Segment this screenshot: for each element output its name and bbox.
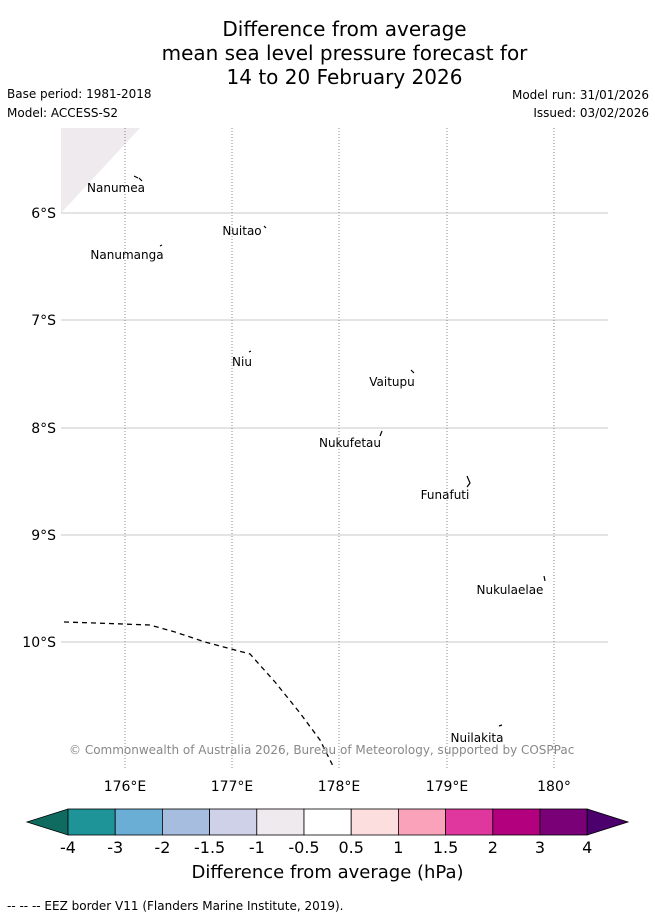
- title-line-3: 14 to 20 February 2026: [226, 65, 463, 89]
- colorbar-segment-5: [256, 808, 305, 836]
- colorbar-segment-8: [397, 808, 446, 836]
- island-shapes: [133, 175, 546, 727]
- island-nukulaelae: [543, 575, 546, 582]
- island-nukufetau: [379, 430, 383, 437]
- colorbar-segment-3: [161, 808, 210, 836]
- island-funafuti: [466, 475, 471, 488]
- colorbar-segment-6: [303, 808, 352, 836]
- lat-label-8s: 8°S: [31, 421, 56, 437]
- colorbar-tick: -3: [107, 838, 124, 857]
- place-label-nukufetau: Nukufetau: [319, 436, 381, 450]
- colorbar-segment-10: [492, 808, 541, 836]
- colorbar: [25, 808, 630, 836]
- place-label-funafuti: Funafuti: [421, 488, 470, 502]
- colorbar-segment-11: [539, 808, 588, 836]
- anomaly-region: [61, 128, 140, 213]
- place-label-niu: Niu: [232, 355, 252, 369]
- place-label-nuilakita: Nuilakita: [451, 731, 504, 745]
- lat-label-7s: 7°S: [31, 313, 56, 329]
- place-label-nukulaelae: Nukulaelae: [477, 583, 544, 597]
- place-label-nanumanga: Nanumanga: [90, 248, 163, 262]
- model-run: Model run: 31/01/2026: [511, 88, 649, 102]
- colorbar-label: Difference from average (hPa): [191, 862, 464, 883]
- title-line-1: Difference from average: [222, 17, 467, 41]
- colorbar-tick: 1.5: [432, 838, 459, 857]
- eez-border: [63, 621, 335, 769]
- lon-label-177e: 177°E: [211, 779, 254, 795]
- longitude-gridlines: [124, 128, 555, 770]
- island-vaitupu: [410, 369, 415, 374]
- colorbar-low-extension: [25, 808, 69, 836]
- place-label-nuitao: Nuitao: [222, 224, 261, 238]
- eez-footnote: -- -- -- EEZ border V11 (Flanders Marine…: [7, 899, 344, 913]
- place-label-nanumea: Nanumea: [87, 181, 145, 195]
- colorbar-tick: 2: [487, 838, 498, 857]
- copyright-text: © Commonwealth of Australia 2026, Bureau…: [69, 743, 574, 757]
- colorbar-tick: 3: [534, 838, 546, 857]
- title-line-2: mean sea level pressure forecast for: [161, 41, 528, 65]
- lat-label-10s: 10°S: [22, 635, 56, 651]
- colorbar-tick: 1: [393, 838, 404, 857]
- latitude-gridlines: [61, 212, 608, 643]
- colorbar-ticks: -4 -3 -2 -1.5 -1 -0.5 0.5 1 1.5 2 3 4: [0, 838, 655, 858]
- colorbar-tick: -0.5: [288, 838, 320, 857]
- lon-label-179e: 179°E: [426, 779, 469, 795]
- colorbar-segment-1: [67, 808, 116, 836]
- lon-label-176e: 176°E: [104, 779, 147, 795]
- colorbar-tick: 4: [582, 838, 593, 857]
- model-name: Model: ACCESS-S2: [7, 106, 119, 120]
- island-nuitao: [263, 225, 267, 229]
- island-nanumanga: [159, 244, 163, 247]
- colorbar-tick: -1: [248, 838, 265, 857]
- island-nuilakita: [498, 724, 503, 727]
- colorbar-segment-7: [350, 808, 399, 836]
- issued-date: Issued: 03/02/2026: [533, 106, 649, 120]
- colorbar-segment-2: [114, 808, 163, 836]
- map-title: Difference from average mean sea level p…: [0, 17, 655, 89]
- lat-label-9s: 9°S: [31, 528, 56, 544]
- place-label-vaitupu: Vaitupu: [369, 375, 415, 389]
- colorbar-segment-9: [445, 808, 494, 836]
- colorbar-tick: -2: [154, 838, 171, 857]
- lat-label-6s: 6°S: [31, 206, 56, 222]
- colorbar-tick: -1.5: [193, 838, 226, 857]
- colorbar-tick: -4: [60, 838, 76, 857]
- base-period: Base period: 1981-2018: [7, 87, 152, 101]
- island-niu: [248, 350, 252, 353]
- lon-label-178e: 178°E: [318, 779, 361, 795]
- colorbar-tick: 0.5: [338, 838, 364, 857]
- lon-label-180: 180°: [537, 779, 571, 795]
- colorbar-high-extension: [586, 808, 630, 836]
- colorbar-segment-4: [209, 808, 258, 836]
- island-nanumea: [133, 175, 143, 182]
